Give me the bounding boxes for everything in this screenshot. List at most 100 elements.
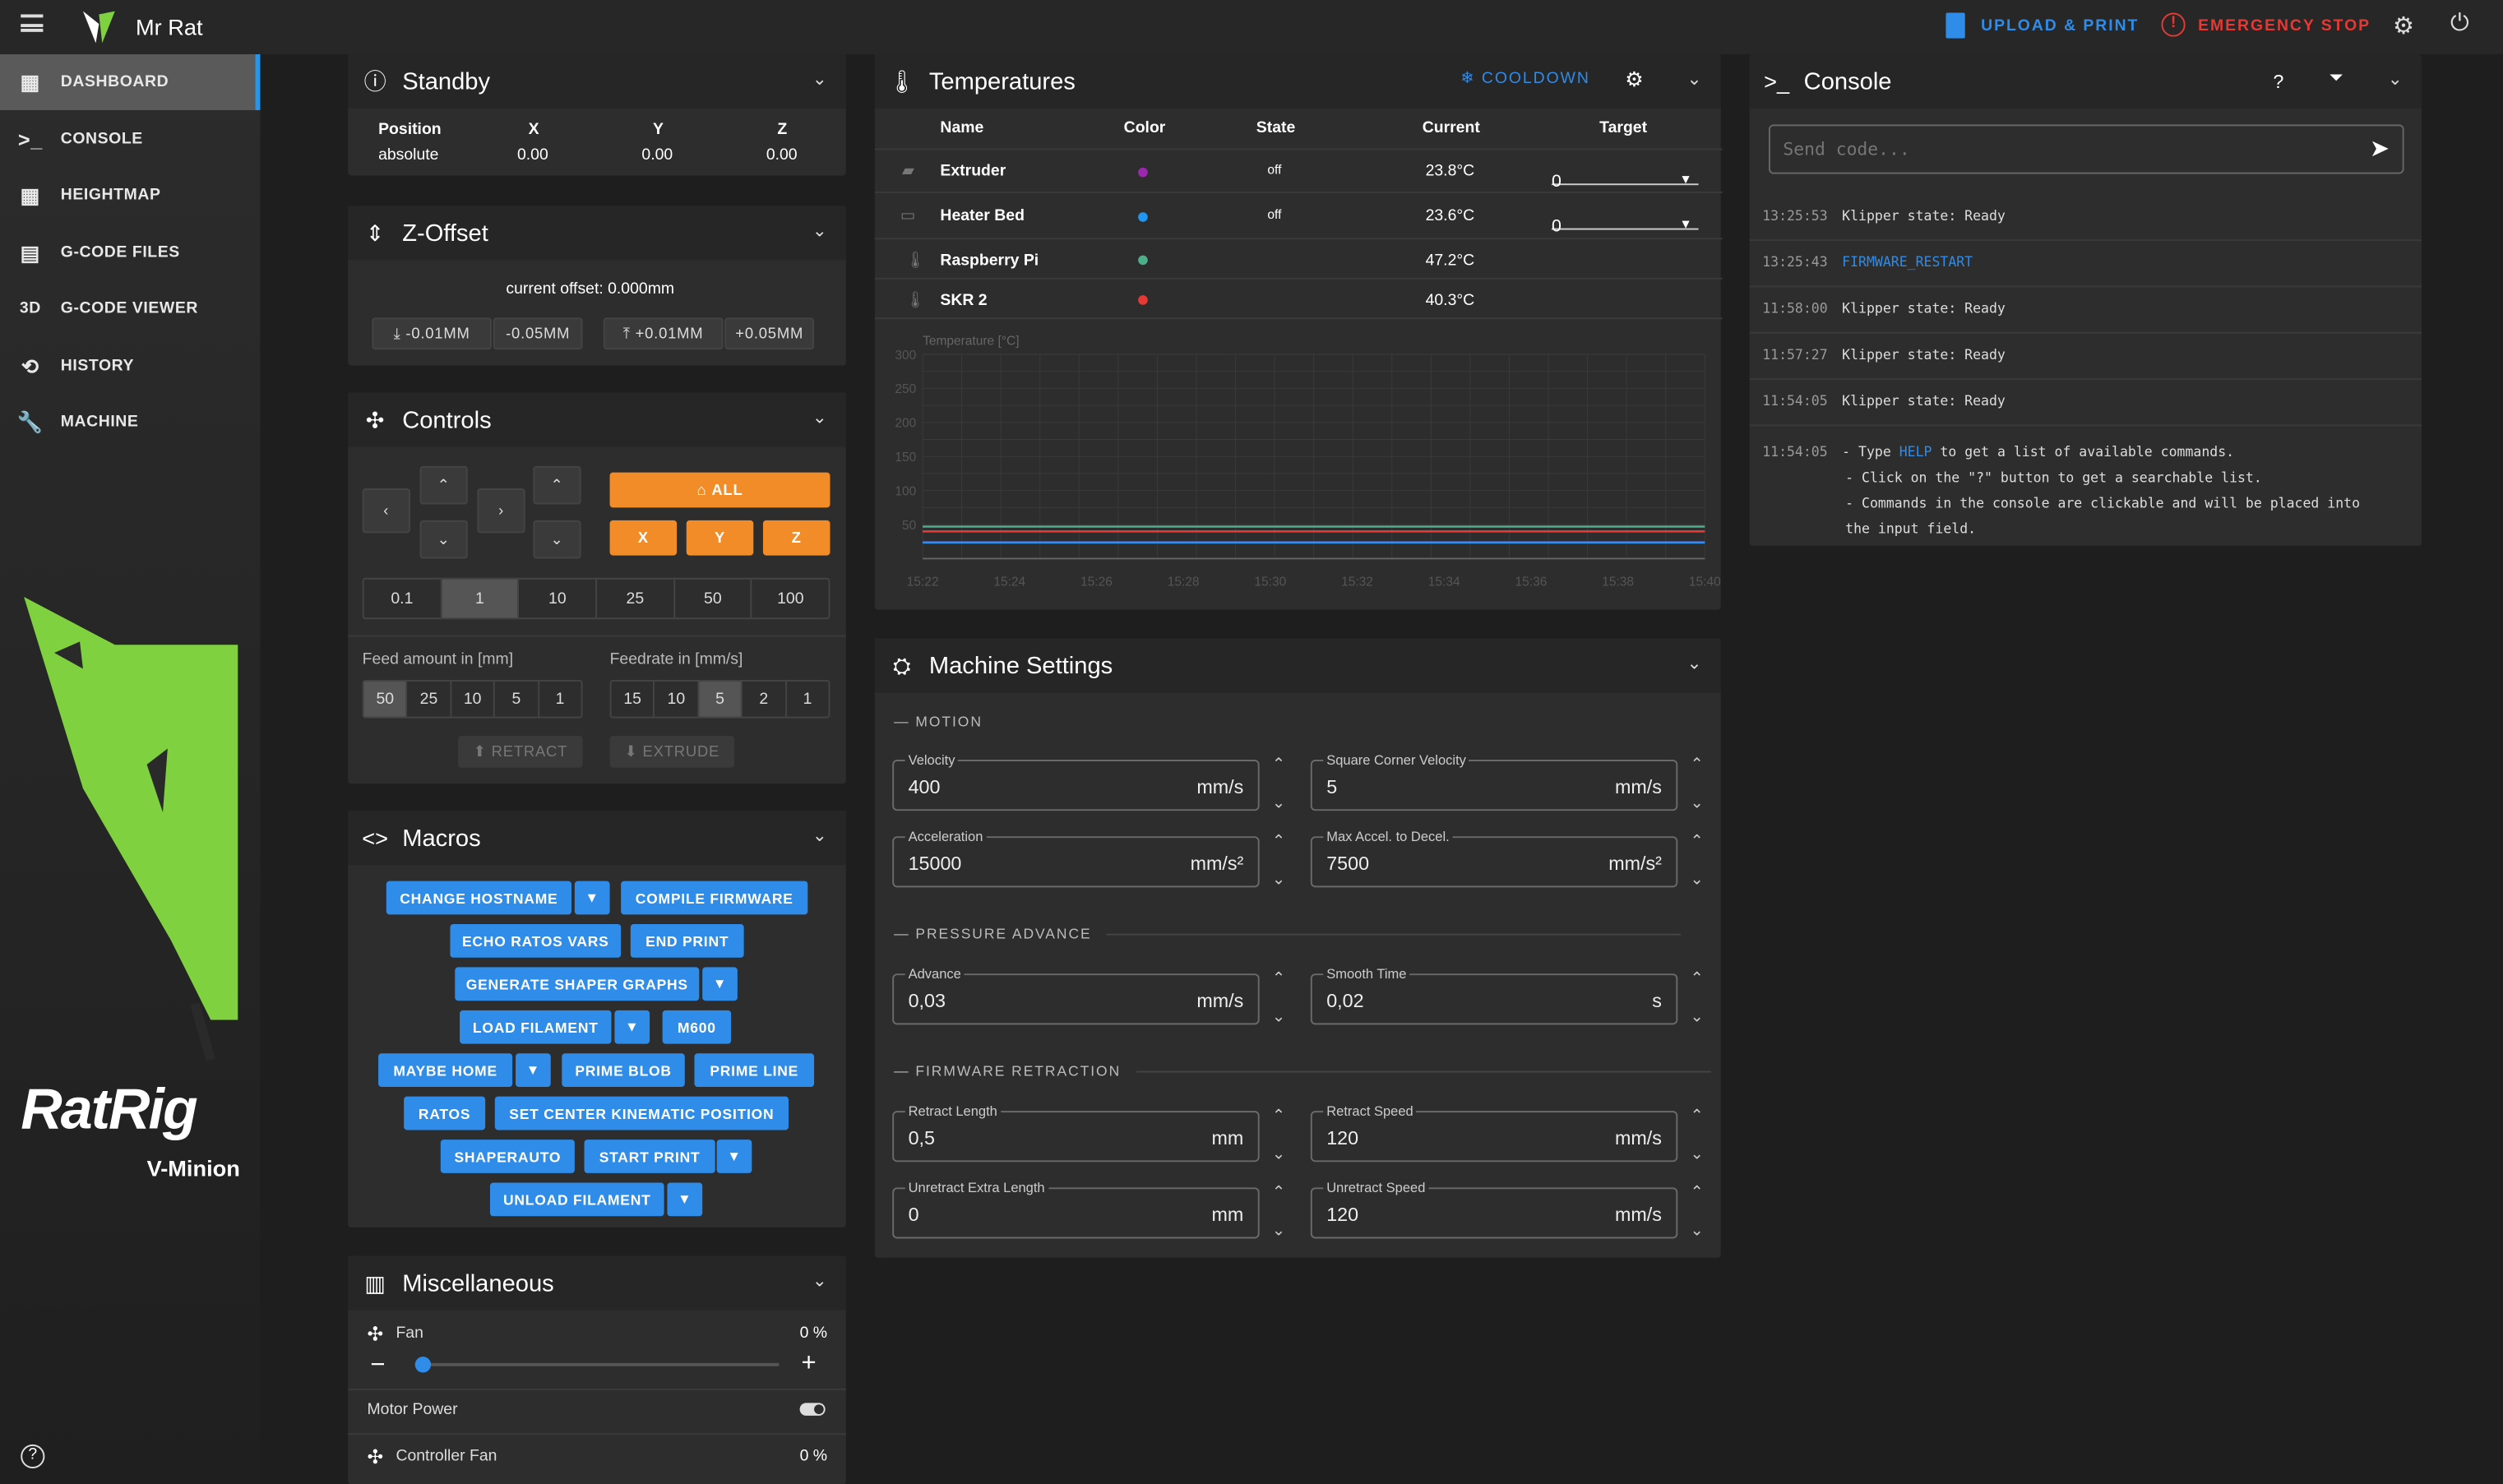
y-minus-button[interactable]: ⌄ (419, 520, 468, 559)
nav-gcode-files[interactable]: ▤ G-CODE FILES (0, 225, 260, 281)
z-down-001-button[interactable]: ⤓ -0.01MM (372, 317, 492, 350)
alert-icon[interactable]: ! (2161, 12, 2186, 37)
upload-icon[interactable] (1945, 12, 1965, 39)
setting-field[interactable]: Retract Speed 120 mm/s (1310, 1103, 1678, 1163)
macro-ratos[interactable]: RATOS (404, 1096, 486, 1130)
setting-field[interactable]: Retract Length 0,5 mm (892, 1103, 1260, 1163)
setting-field[interactable]: Advance 0,03 mm/s (892, 965, 1260, 1025)
color-dot[interactable] (1138, 212, 1148, 222)
setting-field[interactable]: Unretract Extra Length 0 mm (892, 1179, 1260, 1239)
stepper-arrows[interactable]: ⌃ ⌄ (1690, 756, 1704, 813)
setting-field[interactable]: Unretract Speed 120 mm/s (1310, 1179, 1678, 1239)
chevron-down-icon[interactable]: ⌄ (1686, 654, 1702, 674)
nav-history[interactable]: ⟲ HISTORY (0, 339, 260, 395)
fan-slider-thumb[interactable] (414, 1357, 432, 1373)
chevron-down-icon[interactable]: ⌄ (1686, 70, 1702, 90)
misc-header[interactable]: ▥ Miscellaneous ⌄ (348, 1255, 846, 1311)
macro-unload-filament[interactable]: UNLOAD FILAMENT (489, 1182, 664, 1217)
controls-header[interactable]: ✣ Controls ⌄ (348, 392, 846, 447)
stepper-arrows[interactable]: ⌃ ⌄ (1271, 1107, 1286, 1164)
macro-prime-blob[interactable]: PRIME BLOB (562, 1053, 685, 1088)
z-plus-button[interactable]: ⌃ (533, 465, 581, 505)
console-entry[interactable]: 11:58:00 Klipper state: Ready (1762, 301, 2006, 318)
nav-console[interactable]: >_ CONSOLE (0, 112, 260, 168)
send-icon[interactable]: ➤ (2369, 136, 2390, 164)
step-selector[interactable]: 0.1 1 10 25 50 100 (362, 577, 830, 620)
macro-set-center-kinematic-position[interactable]: SET CENTER KINEMATIC POSITION (494, 1096, 789, 1130)
console-entry[interactable]: 11:54:05 Klipper state: Ready (1762, 394, 2006, 410)
macro-dropdown[interactable]: ▾ (516, 1053, 551, 1088)
retract-button[interactable]: ⬆ RETRACT (458, 735, 583, 768)
heater-bed-target-input[interactable]: 0 ▼ (1551, 204, 1699, 236)
x-plus-button[interactable]: › (477, 488, 525, 534)
setting-field[interactable]: Max Accel. to Decel. 7500 mm/s² (1310, 828, 1678, 888)
feedrate-selector[interactable]: 15 10 5 2 1 (609, 679, 830, 719)
fan-minus-button[interactable]: − (370, 1352, 386, 1380)
setting-field[interactable]: Acceleration 15000 mm/s² (892, 828, 1260, 888)
stepper-arrows[interactable]: ⌃ ⌄ (1690, 1107, 1704, 1164)
extruder-target-input[interactable]: 0 ▼ (1551, 159, 1699, 192)
macro-start-print[interactable]: START PRINT (584, 1140, 715, 1173)
upload-print-button[interactable]: UPLOAD & PRINT (1981, 17, 2140, 35)
z-up-001-button[interactable]: ⤒ +0.01MM (603, 317, 724, 350)
macro-dropdown[interactable]: ▾ (702, 967, 738, 1001)
stepper-arrows[interactable]: ⌃ ⌄ (1271, 970, 1286, 1027)
console-entry[interactable]: 13:25:53 Klipper state: Ready (1762, 209, 2006, 225)
z-minus-button[interactable]: ⌄ (533, 520, 581, 559)
extrude-button[interactable]: ⬇ EXTRUDE (609, 735, 734, 768)
home-y-button[interactable]: Y (686, 520, 754, 556)
nav-machine[interactable]: 🔧 MACHINE (0, 395, 260, 451)
macro-maybe-home[interactable]: MAYBE HOME (378, 1053, 513, 1088)
machine-settings-header[interactable]: ⛭ Machine Settings ⌄ (874, 638, 1721, 693)
emergency-stop-button[interactable]: EMERGENCY STOP (2198, 17, 2371, 35)
fan-slider[interactable] (414, 1357, 780, 1373)
home-all-button[interactable]: ⌂ ALL (609, 472, 830, 508)
macro-shaperauto[interactable]: SHAPERAUTO (440, 1140, 575, 1173)
stepper-arrows[interactable]: ⌃ ⌄ (1690, 970, 1704, 1027)
z-down-005-button[interactable]: -0.05MM (493, 317, 583, 350)
temperatures-header[interactable]: 🌡 Temperatures ❄ COOLDOWN ⚙ ⌄ (874, 54, 1721, 109)
macros-header[interactable]: <> Macros ⌄ (348, 811, 846, 866)
feed-amount-selector[interactable]: 50 25 10 5 1 (362, 679, 583, 719)
console-help-entry[interactable]: 11:54:05- Type HELP to get a list of ava… (1762, 445, 2361, 539)
console-entry[interactable]: 11:57:27 Klipper state: Ready (1762, 348, 2006, 364)
power-icon[interactable]: ⏻ (2450, 9, 2469, 37)
nav-gcode-viewer[interactable]: 3D G-CODE VIEWER (0, 281, 260, 337)
dropdown-arrow-icon[interactable]: ▼ (1679, 217, 1692, 232)
setting-field[interactable]: Velocity 400 mm/s (892, 751, 1260, 811)
stepper-arrows[interactable]: ⌃ ⌄ (1690, 1184, 1704, 1241)
stepper-arrows[interactable]: ⌃ ⌄ (1690, 833, 1704, 890)
help-button[interactable]: ? (2273, 70, 2284, 93)
macro-dropdown[interactable]: ▾ (716, 1140, 752, 1173)
macro-dropdown[interactable]: ▾ (614, 1010, 650, 1044)
console-header[interactable]: >_ Console ? ⏷ ⌄ (1749, 54, 2422, 109)
color-dot[interactable] (1138, 295, 1148, 305)
macro-echo-ratos-vars[interactable]: ECHO RATOS VARS (450, 924, 622, 958)
x-minus-button[interactable]: ‹ (362, 488, 410, 534)
standby-header[interactable]: ⓘ Standby ⌄ (348, 54, 846, 109)
macro-m600[interactable]: M600 (662, 1010, 732, 1044)
menu-icon[interactable] (21, 14, 44, 32)
z-up-005-button[interactable]: +0.05MM (724, 317, 815, 350)
macro-end-print[interactable]: END PRINT (630, 924, 744, 958)
filter-icon[interactable]: ⏷ (2329, 68, 2343, 88)
stepper-arrows[interactable]: ⌃ ⌄ (1271, 833, 1286, 890)
setting-field[interactable]: Square Corner Velocity 5 mm/s (1310, 751, 1678, 811)
macro-change-hostname[interactable]: CHANGE HOSTNAME (386, 881, 571, 915)
chevron-down-icon[interactable]: ⌄ (812, 70, 827, 90)
macro-prime-line[interactable]: PRIME LINE (694, 1053, 815, 1088)
settings-icon[interactable]: ⚙ (2393, 12, 2415, 40)
nav-dashboard[interactable]: ▦ DASHBOARD (0, 54, 261, 110)
send-code-field[interactable] (1783, 138, 2326, 160)
console-input[interactable]: ➤ (1768, 124, 2404, 174)
chevron-down-icon[interactable]: ⌄ (2387, 70, 2403, 90)
zoffset-header[interactable]: ⇕ Z-Offset ⌄ (348, 206, 846, 261)
color-dot[interactable] (1138, 255, 1148, 266)
console-entry[interactable]: 13:25:43 FIRMWARE_RESTART (1762, 255, 1973, 272)
home-z-button[interactable]: Z (762, 520, 830, 556)
home-x-button[interactable]: X (609, 520, 678, 556)
macro-compile-firmware[interactable]: COMPILE FIRMWARE (621, 881, 808, 915)
dropdown-arrow-icon[interactable]: ▼ (1679, 172, 1692, 187)
macro-generate-shaper-graphs[interactable]: GENERATE SHAPER GRAPHS (455, 967, 700, 1001)
help-icon[interactable]: ? (21, 1444, 45, 1468)
